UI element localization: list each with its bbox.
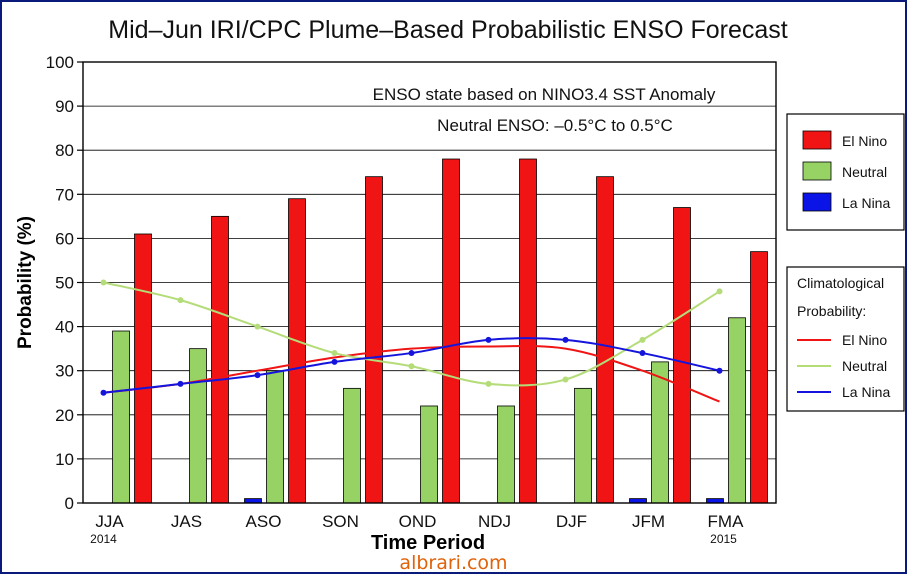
year-end-label: 2015: [710, 532, 737, 546]
x-tick-label: NDJ: [478, 512, 511, 531]
bar-neutral: [497, 405, 515, 504]
bar-el-nino: [365, 176, 383, 504]
y-axis-title: Probability (%): [15, 216, 36, 349]
y-tick-label: 90: [55, 97, 74, 116]
climatology-legend-title: Probability:: [797, 303, 866, 319]
climatology-point-la-nina: [639, 350, 646, 357]
watermark: albrari.com: [399, 552, 508, 574]
climatology-point-la-nina: [408, 350, 415, 357]
climatology-point-neutral: [716, 288, 723, 295]
legend-label: Neutral: [842, 164, 887, 180]
climatology-point-la-nina: [562, 336, 569, 343]
x-tick-label: ASO: [246, 512, 282, 531]
bar-el-nino: [750, 251, 768, 504]
y-tick-label: 50: [55, 274, 74, 293]
chart-title: Mid–Jun IRI/CPC Plume–Based Probabilisti…: [108, 16, 787, 44]
climatology-point-la-nina: [485, 336, 492, 343]
annotation-neutral-range: Neutral ENSO: –0.5°C to 0.5°C: [437, 116, 673, 135]
climatology-point-la-nina: [177, 380, 184, 387]
climatology-point-neutral: [100, 279, 107, 286]
y-tick-label: 70: [55, 185, 74, 204]
legend-label: La Nina: [842, 195, 890, 211]
climatology-point-neutral: [331, 350, 338, 357]
climatology-point-la-nina: [331, 358, 338, 365]
legend-label: El Nino: [842, 133, 887, 149]
climatology-point-neutral: [408, 363, 415, 370]
plot-area-border: [82, 61, 777, 504]
legend-swatch-la-nina: [802, 192, 832, 212]
climatology-legend-label: La Nina: [842, 384, 890, 400]
bar-neutral: [651, 361, 669, 504]
climatology-point-la-nina: [100, 389, 107, 396]
x-tick-label: JFM: [632, 512, 665, 531]
climatology-legend-title: Climatological: [797, 275, 884, 291]
x-tick-label: OND: [399, 512, 437, 531]
climatology-legend-label: El Nino: [842, 332, 887, 348]
y-tick-label: 80: [55, 141, 74, 160]
bar-el-nino: [134, 233, 152, 504]
climatology-point-neutral: [562, 376, 569, 383]
x-tick-label: DJF: [556, 512, 587, 531]
climatology-line-el-nino: [103, 345, 720, 403]
climatology-point-neutral: [254, 323, 261, 330]
y-tick-label: 10: [55, 450, 74, 469]
x-axis-title: Time Period: [371, 532, 485, 554]
climatology-point-neutral: [485, 380, 492, 387]
y-tick-label: 30: [55, 362, 74, 381]
bar-neutral: [420, 405, 438, 504]
bar-el-nino: [673, 207, 691, 504]
legend-swatch-el-nino: [802, 130, 832, 150]
annotation-enso-state: ENSO state based on NINO3.4 SST Anomaly: [373, 85, 716, 104]
bar-el-nino: [288, 198, 306, 504]
climatology-point-neutral: [177, 297, 184, 304]
bar-el-nino: [442, 158, 460, 504]
y-tick-label: 20: [55, 406, 74, 425]
bar-neutral: [266, 370, 284, 504]
x-tick-label: JJA: [95, 512, 124, 531]
y-tick-label: 40: [55, 318, 74, 337]
climatology-point-la-nina: [716, 367, 723, 374]
climatology-point-la-nina: [254, 372, 261, 379]
y-tick-label: 100: [46, 53, 74, 72]
bar-neutral: [343, 387, 361, 504]
x-tick-label: FMA: [708, 512, 745, 531]
y-tick-label: 0: [65, 494, 74, 513]
x-tick-label: JAS: [171, 512, 202, 531]
bar-el-nino: [519, 158, 537, 504]
year-start-label: 2014: [90, 532, 117, 546]
climatology-legend-label: Neutral: [842, 358, 887, 374]
y-tick-label: 60: [55, 229, 74, 248]
bar-neutral: [112, 330, 130, 504]
bar-neutral: [728, 317, 746, 504]
x-tick-label: SON: [322, 512, 359, 531]
legend-swatch-neutral: [802, 161, 832, 181]
climatology-point-neutral: [639, 336, 646, 343]
bar-neutral: [189, 348, 207, 504]
bar-el-nino: [211, 215, 229, 504]
bar-neutral: [574, 387, 592, 504]
bar-el-nino: [596, 176, 614, 504]
